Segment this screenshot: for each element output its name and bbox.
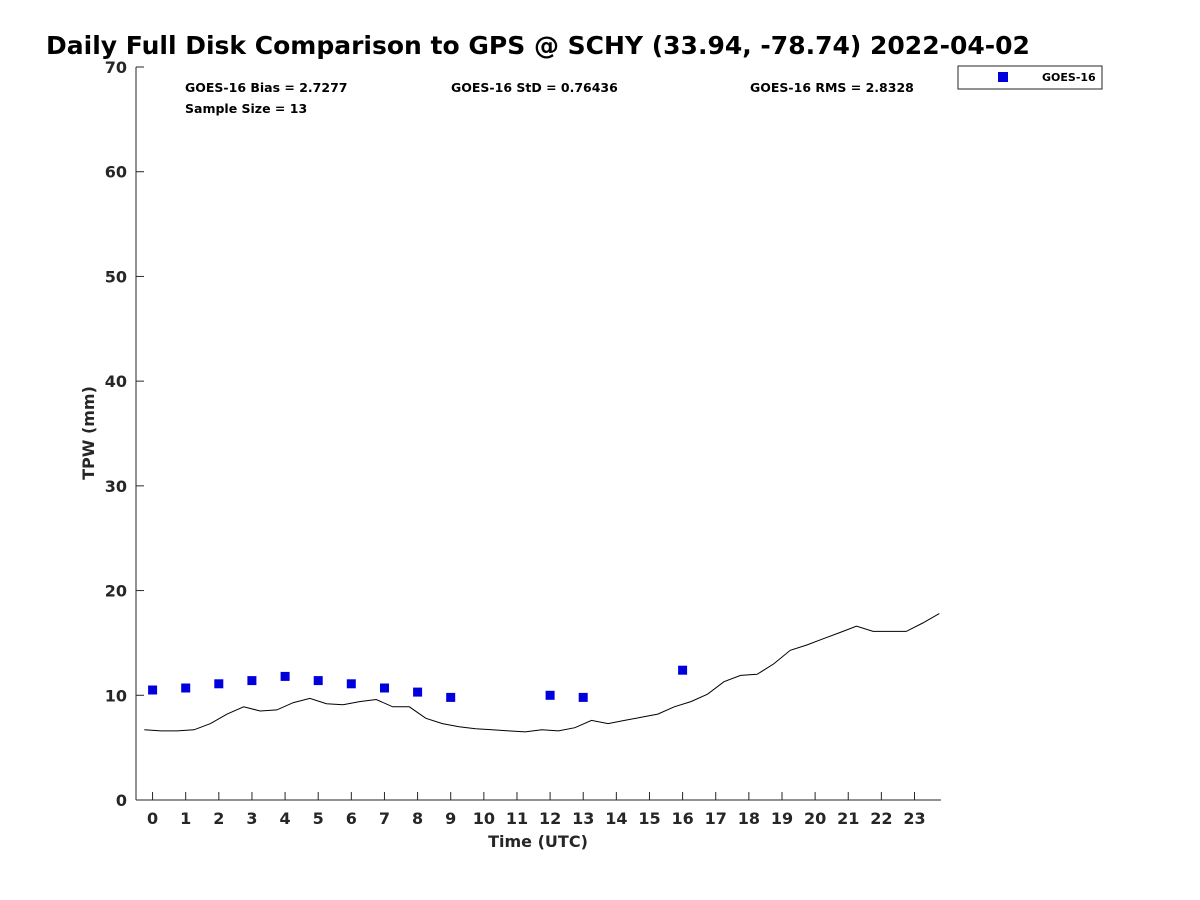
x-tick-label: 19 <box>771 809 793 828</box>
data-point <box>413 687 423 697</box>
series-line <box>144 613 940 733</box>
x-tick-label: 0 <box>147 809 158 828</box>
x-tick-label: 1 <box>180 809 191 828</box>
x-tick-label: 15 <box>638 809 660 828</box>
legend-box <box>957 65 1103 90</box>
x-tick-label: 18 <box>738 809 760 828</box>
x-tick-label: 7 <box>379 809 390 828</box>
legend-label-goes16: GOES-16 <box>1042 71 1096 84</box>
x-tick-label: 5 <box>313 809 324 828</box>
x-tick-label: 14 <box>605 809 627 828</box>
y-tick-label: 70 <box>105 58 127 77</box>
data-point <box>280 671 290 681</box>
x-tick-label: 17 <box>705 809 727 828</box>
x-tick-label: 16 <box>671 809 693 828</box>
y-tick-label: 0 <box>116 791 127 810</box>
data-point <box>578 692 588 702</box>
x-tick-label: 2 <box>213 809 224 828</box>
y-tick-label: 10 <box>105 686 127 705</box>
y-tick-label: 50 <box>105 267 127 286</box>
data-point <box>545 690 555 700</box>
y-axis-ticks: 0 10 20 30 40 50 60 70 <box>105 58 144 810</box>
x-tick-label: 6 <box>346 809 357 828</box>
x-axis-ticks: 0 1 2 3 4 5 6 7 8 9 10 11 12 13 14 15 16 17 18 19 20 21 22 23 <box>147 792 926 828</box>
data-point <box>214 679 224 689</box>
legend: GOES-16 <box>957 65 1103 90</box>
x-tick-label: 23 <box>903 809 925 828</box>
data-point <box>181 683 191 693</box>
x-tick-label: 4 <box>280 809 291 828</box>
x-tick-label: 13 <box>572 809 594 828</box>
data-point <box>148 685 158 695</box>
x-axis-label: Time (UTC) <box>488 832 588 851</box>
y-tick-label: 40 <box>105 372 127 391</box>
stat-bias: GOES-16 Bias = 2.7277 <box>185 80 347 95</box>
plot-area <box>135 67 941 801</box>
data-point <box>346 679 356 689</box>
y-tick-label: 60 <box>105 163 127 182</box>
data-point <box>678 665 688 675</box>
x-tick-label: 12 <box>539 809 561 828</box>
stat-sample-size: Sample Size = 13 <box>185 101 307 116</box>
x-tick-label: 11 <box>506 809 528 828</box>
stats-annotations: GOES-16 Bias = 2.7277 GOES-16 StD = 0.76… <box>185 80 914 116</box>
x-tick-label: 10 <box>473 809 495 828</box>
stat-rms: GOES-16 RMS = 2.8328 <box>750 80 914 95</box>
chart-title: Daily Full Disk Comparison to GPS @ SCHY… <box>46 31 1030 60</box>
x-tick-label: 8 <box>412 809 423 828</box>
y-axis-label: TPW (mm) <box>79 386 98 480</box>
x-tick-label: 21 <box>837 809 859 828</box>
data-point <box>380 683 389 693</box>
y-tick-label: 30 <box>105 477 127 496</box>
data-point <box>313 676 323 686</box>
plot-background <box>136 67 941 800</box>
stat-std: GOES-16 StD = 0.76436 <box>451 80 618 95</box>
x-tick-label: 20 <box>804 809 826 828</box>
x-tick-label: 3 <box>246 809 257 828</box>
data-point <box>247 676 257 686</box>
legend-marker <box>998 72 1008 82</box>
data-point <box>446 692 456 702</box>
y-tick-label: 20 <box>105 582 127 601</box>
x-tick-label: 9 <box>445 809 456 828</box>
x-tick-label: 22 <box>870 809 892 828</box>
series-points <box>148 665 688 702</box>
